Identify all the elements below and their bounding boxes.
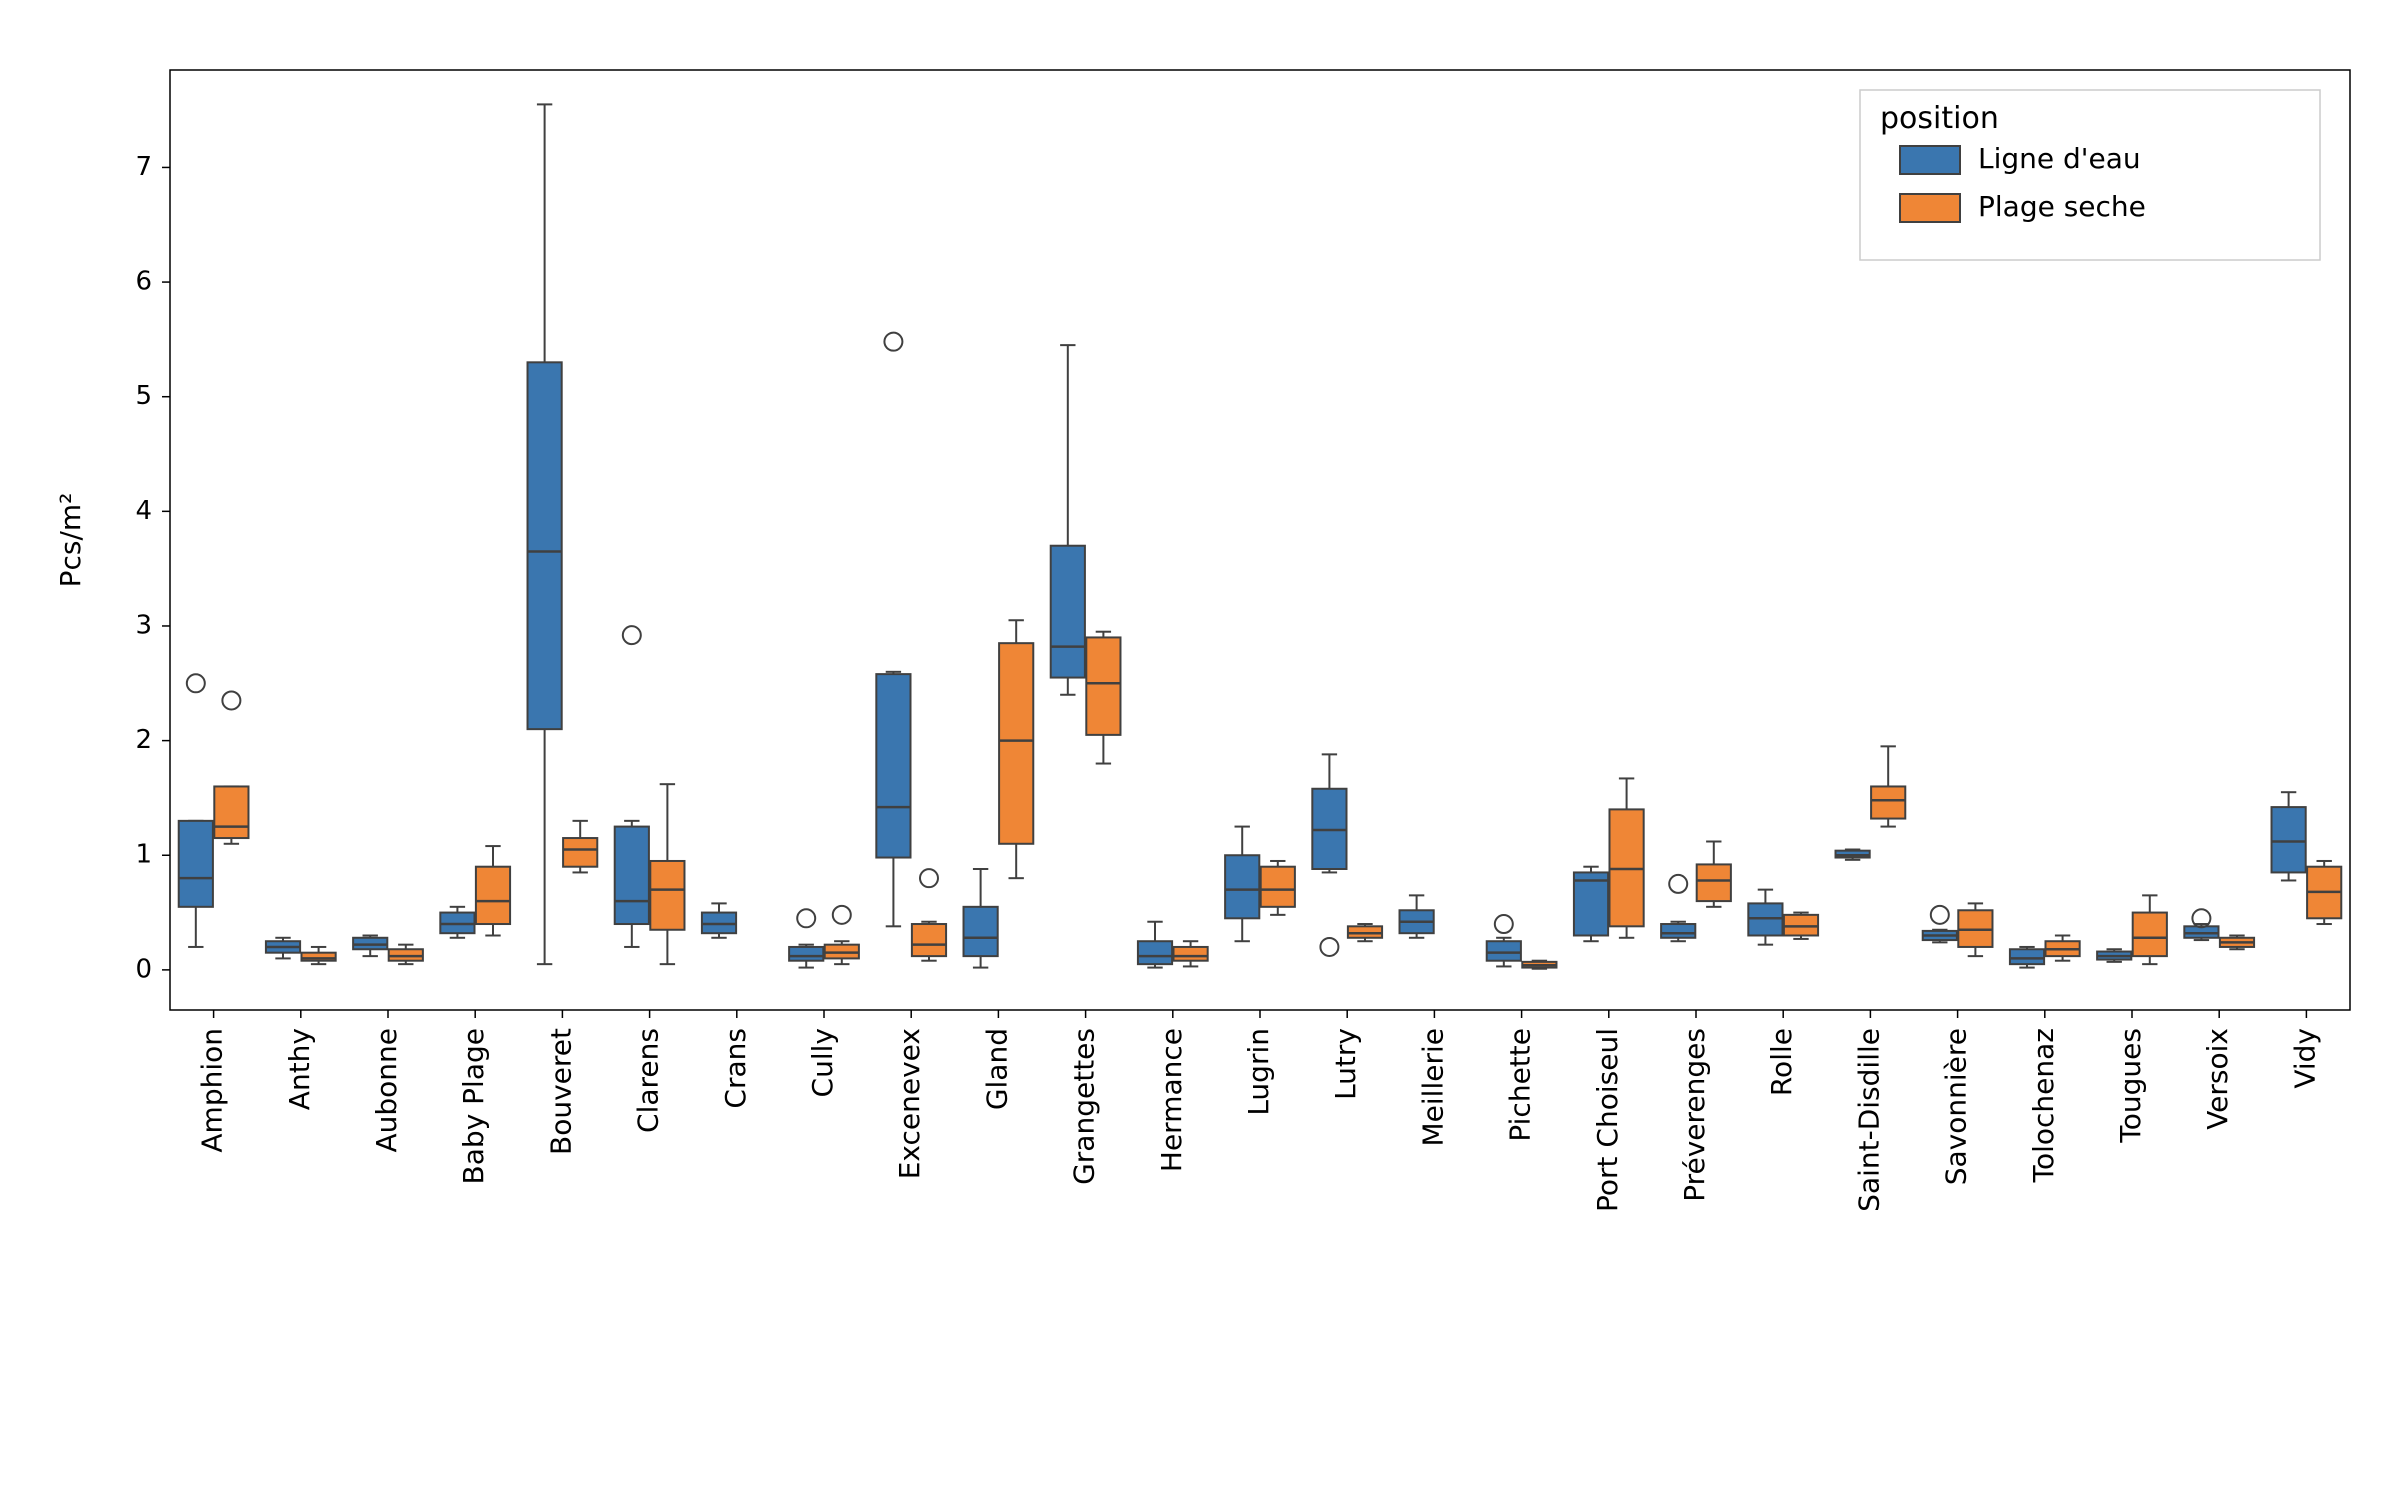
- y-axis-label: Pcs/m²: [54, 493, 87, 588]
- ytick-label: 6: [135, 267, 152, 297]
- ytick-label: 0: [135, 954, 152, 984]
- xtick-label: Savonnière: [1940, 1028, 1973, 1185]
- xtick-label: Aubonne: [370, 1028, 403, 1153]
- legend-item-label: Ligne d'eau: [1978, 142, 2141, 175]
- xtick-label: Pichette: [1504, 1028, 1537, 1142]
- xtick-label: Anthy: [283, 1028, 316, 1110]
- chart-container: 0 1 2 3 4 5 6 7 Pcs/m² Amphion Anthy Aubonne Baby Pl…: [0, 0, 2400, 1500]
- xtick-label: Tolochenaz: [2027, 1028, 2060, 1183]
- xtick-label: Cully: [806, 1028, 839, 1097]
- xtick-label: Port Choiseul: [1591, 1028, 1624, 1212]
- ytick-label: 3: [135, 610, 152, 640]
- ytick-label: 2: [135, 725, 152, 755]
- xtick-label: Baby Plage: [457, 1028, 490, 1184]
- xtick-label: Bouveret: [544, 1028, 577, 1155]
- xtick-label: Tougues: [2114, 1028, 2147, 1144]
- xtick-label: Versoix: [2201, 1028, 2234, 1130]
- xtick-label: Lutry: [1329, 1028, 1362, 1100]
- xtick-label: Préverenges: [1678, 1028, 1711, 1202]
- xtick-label: Hermance: [1155, 1028, 1188, 1172]
- legend-swatch: [1900, 194, 1960, 222]
- ytick-label: 7: [135, 152, 152, 182]
- legend-item-label: Plage seche: [1978, 190, 2146, 223]
- xtick-label: Vidy: [2288, 1028, 2321, 1089]
- xtick-label: Rolle: [1765, 1028, 1798, 1096]
- xtick-label: Excenevex: [893, 1028, 926, 1179]
- legend-title: position: [1880, 101, 1999, 136]
- xtick-label: Saint-Disdille: [1852, 1028, 1885, 1212]
- xtick-label: Clarens: [632, 1028, 665, 1133]
- ytick-label: 4: [135, 496, 152, 526]
- xtick-label: Meillerie: [1416, 1028, 1449, 1146]
- ytick-label: 5: [135, 381, 152, 411]
- xtick-label: Lugrin: [1242, 1028, 1275, 1116]
- xtick-label: Crans: [719, 1028, 752, 1109]
- xtick-label: Amphion: [196, 1028, 229, 1153]
- ytick-label: 1: [135, 840, 152, 870]
- xtick-label: Gland: [980, 1028, 1013, 1110]
- xtick-label: Grangettes: [1068, 1028, 1101, 1185]
- legend-swatch: [1900, 146, 1960, 174]
- boxplot-chart: 0 1 2 3 4 5 6 7 Pcs/m² Amphion Anthy Aubonne Baby Pl…: [0, 0, 2400, 1500]
